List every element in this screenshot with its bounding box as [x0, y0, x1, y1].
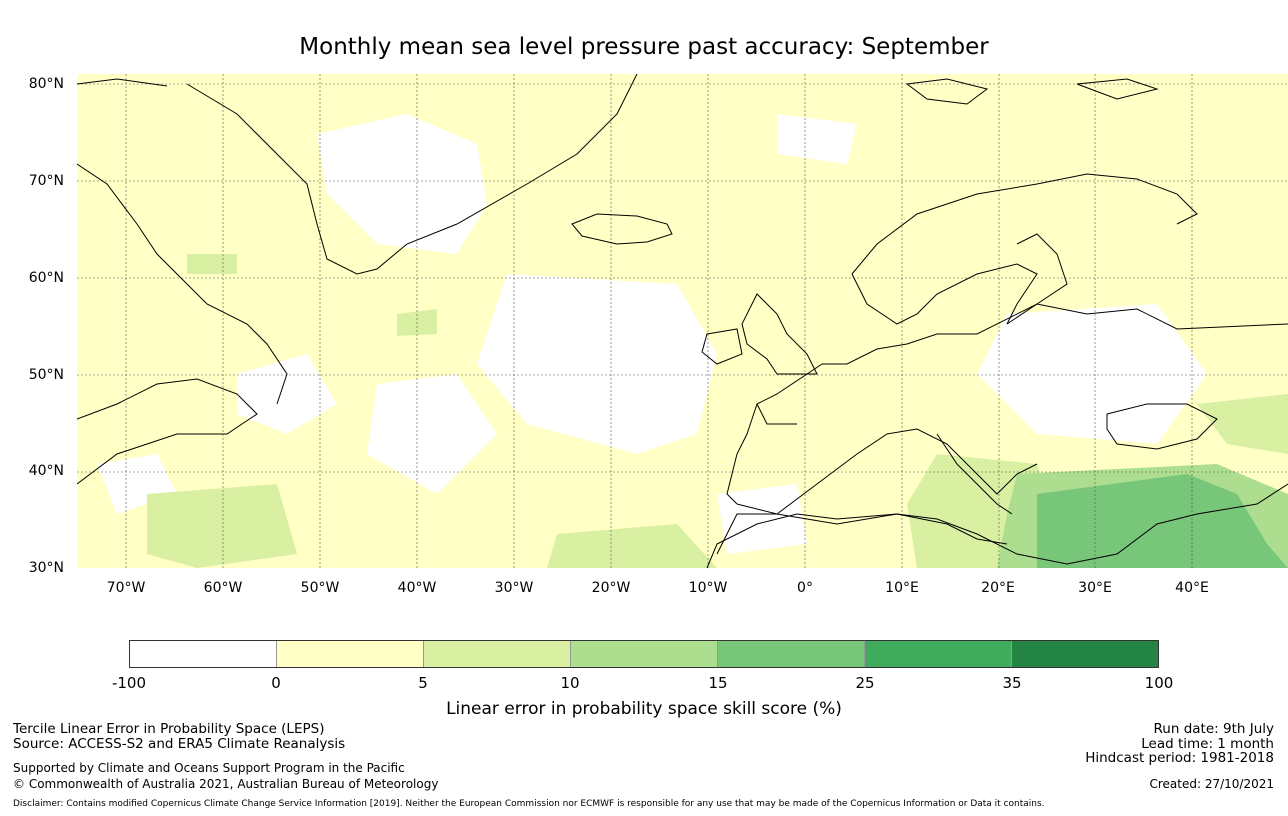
colorbar-segment — [277, 641, 424, 667]
lon-label-70w: 70°W — [106, 580, 146, 596]
lon-label-50w: 50°W — [300, 580, 340, 596]
colorbar-segment — [571, 641, 718, 667]
lead-time: Lead time: 1 month — [1141, 736, 1274, 752]
no-skill-regions — [97, 114, 1207, 554]
lon-label-40e: 40°E — [1175, 580, 1209, 596]
map-title: Monthly mean sea level pressure past acc… — [299, 34, 989, 60]
colorbar-label: Linear error in probability space skill … — [446, 699, 842, 719]
leps-description: Tercile Linear Error in Probability Spac… — [13, 721, 325, 737]
data-source: Source: ACCESS-S2 and ERA5 Climate Reana… — [13, 736, 346, 752]
created-date: Created: 27/10/2021 — [1149, 777, 1274, 791]
colorbar-tick: -100 — [111, 674, 147, 692]
lat-label-80n: 80°N — [28, 76, 64, 92]
colorbar-tick: 25 — [855, 674, 875, 692]
run-date: Run date: 9th July — [1153, 721, 1274, 737]
colorbar-segment — [718, 641, 865, 667]
lon-label-0: 0° — [797, 580, 813, 596]
colorbar — [129, 640, 1159, 668]
colorbar-tick: 100 — [1144, 674, 1174, 692]
lat-label-40n: 40°N — [28, 463, 64, 479]
support-credit: Supported by Climate and Oceans Support … — [13, 761, 405, 775]
lon-label-20e: 20°E — [981, 580, 1015, 596]
lon-label-30w: 30°W — [494, 580, 534, 596]
disclaimer: Disclaimer: Contains modified Copernicus… — [13, 799, 1045, 809]
copyright: © Commonwealth of Australia 2021, Austra… — [13, 777, 439, 791]
moderate-skill-regions — [997, 464, 1288, 568]
lat-label-70n: 70°N — [28, 173, 64, 189]
map-canvas — [77, 74, 1288, 568]
lon-label-30e: 30°E — [1078, 580, 1112, 596]
colorbar-tick: 5 — [418, 674, 428, 692]
colorbar-segment — [424, 641, 571, 667]
colorbar-tick: 35 — [1002, 674, 1022, 692]
colorbar-segment — [130, 641, 277, 667]
colorbar-tick: 15 — [708, 674, 728, 692]
lon-label-20w: 20°W — [591, 580, 631, 596]
lon-label-10w: 10°W — [688, 580, 728, 596]
colorbar-segment — [865, 641, 1012, 667]
colorbar-tick: 0 — [271, 674, 281, 692]
lat-label-30n: 30°N — [28, 560, 64, 576]
coastlines — [77, 74, 1288, 568]
hindcast-period: Hindcast period: 1981-2018 — [1085, 750, 1274, 766]
lat-label-50n: 50°N — [28, 367, 64, 383]
lon-label-40w: 40°W — [397, 580, 437, 596]
colorbar-tick: 10 — [560, 674, 580, 692]
lat-label-60n: 60°N — [28, 270, 64, 286]
skill-score-map — [77, 74, 1288, 568]
lon-label-10e: 10°E — [885, 580, 919, 596]
lon-label-60w: 60°W — [203, 580, 243, 596]
gridlines — [77, 74, 1288, 568]
colorbar-segment — [1012, 641, 1158, 667]
